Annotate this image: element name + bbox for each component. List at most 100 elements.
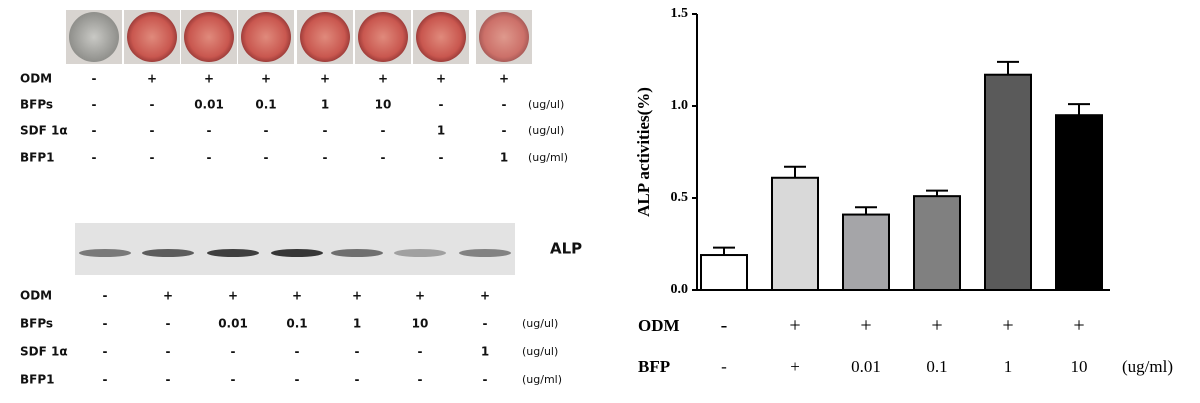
blot-band <box>79 249 131 257</box>
cell: + <box>147 72 157 86</box>
x-tick-label: + <box>789 315 800 337</box>
blot-band <box>331 249 383 257</box>
bar <box>913 195 961 291</box>
cell: + <box>228 289 238 303</box>
cell: - <box>166 373 171 387</box>
row-label: ODM <box>638 316 680 335</box>
cell: - <box>92 98 97 112</box>
x-tick-label: + <box>860 315 871 337</box>
cell: - <box>103 345 108 359</box>
cell: 1 <box>321 98 329 112</box>
unit: (ug/ul) <box>522 317 558 330</box>
bar <box>700 254 748 291</box>
x-tick-label: 0.01 <box>851 357 881 376</box>
cell: - <box>92 72 97 86</box>
x-axis-label: BFP <box>638 357 670 376</box>
x-tick-label: + <box>931 315 942 337</box>
well <box>184 12 234 62</box>
blot-band <box>271 249 323 257</box>
cell: - <box>483 373 488 387</box>
x-tick-label: + <box>1002 315 1013 337</box>
cell: + <box>261 72 271 86</box>
cell: - <box>355 373 360 387</box>
row-label: SDF 1α <box>20 345 68 359</box>
x-tick-label: 1 <box>1004 357 1013 376</box>
row-label: BFP1 <box>20 151 55 165</box>
cell: - <box>207 124 212 138</box>
y-tick-label: 1.5 <box>671 6 689 21</box>
cell: - <box>166 345 171 359</box>
y-tick-label: 0.0 <box>671 282 689 297</box>
blot-band <box>207 249 259 257</box>
x-tick-label: + <box>1073 315 1084 337</box>
cell: 1 <box>437 124 445 138</box>
cell: + <box>378 72 388 86</box>
well <box>127 12 177 62</box>
cell: - <box>355 345 360 359</box>
cell: - <box>323 151 328 165</box>
cell: - <box>418 345 423 359</box>
unit: (ug/ul) <box>522 345 558 358</box>
cell: - <box>103 317 108 331</box>
cell: + <box>499 72 509 86</box>
cell: + <box>352 289 362 303</box>
blot-background <box>75 223 515 275</box>
cell: - <box>502 98 507 112</box>
cell: + <box>204 72 214 86</box>
cell: - <box>418 373 423 387</box>
y-tick-label: 1.0 <box>671 98 689 113</box>
cell: + <box>415 289 425 303</box>
cell: - <box>231 345 236 359</box>
row-label: ODM <box>20 72 52 86</box>
bar <box>771 176 819 291</box>
cell: 0.1 <box>255 98 276 112</box>
bar <box>984 73 1032 291</box>
well <box>300 12 350 62</box>
bar <box>1055 114 1103 291</box>
unit: (ug/ml) <box>528 151 568 164</box>
row-label: BFPs <box>20 317 53 331</box>
cell: - <box>92 151 97 165</box>
x-tick-label: + <box>790 357 800 376</box>
blot-label: ALP <box>550 240 582 258</box>
cell: + <box>292 289 302 303</box>
cell: 1 <box>481 345 489 359</box>
cell: 1 <box>353 317 361 331</box>
cell: - <box>92 124 97 138</box>
cell: 0.01 <box>218 317 248 331</box>
x-tick-label: 0.1 <box>926 357 947 376</box>
cell: 0.01 <box>194 98 224 112</box>
y-axis-label: ALP activities(%) <box>634 87 653 217</box>
cell: - <box>103 289 108 303</box>
x-tick-label: - <box>721 315 728 337</box>
y-tick-label: 0.5 <box>671 190 689 205</box>
bar <box>842 213 890 291</box>
cell: - <box>231 373 236 387</box>
x-tick-label: 10 <box>1071 357 1088 376</box>
cell: - <box>103 373 108 387</box>
well <box>69 12 119 62</box>
cell: - <box>264 124 269 138</box>
cell: - <box>150 98 155 112</box>
cell: 0.1 <box>286 317 307 331</box>
well <box>479 12 529 62</box>
cell: - <box>166 317 171 331</box>
cell: 10 <box>375 98 392 112</box>
row-label: BFPs <box>20 98 53 112</box>
well <box>416 12 466 62</box>
row-label: SDF 1α <box>20 124 68 138</box>
cell: 10 <box>412 317 429 331</box>
cell: + <box>480 289 490 303</box>
cell: - <box>207 151 212 165</box>
cell: - <box>264 151 269 165</box>
cell: - <box>295 373 300 387</box>
cell: + <box>436 72 446 86</box>
unit: (ug/ul) <box>528 98 564 111</box>
cell: - <box>150 151 155 165</box>
blot-band <box>394 249 446 257</box>
cell: - <box>381 124 386 138</box>
unit: (ug/ul) <box>528 124 564 137</box>
blot-band <box>142 249 194 257</box>
row-label: ODM <box>20 289 52 303</box>
